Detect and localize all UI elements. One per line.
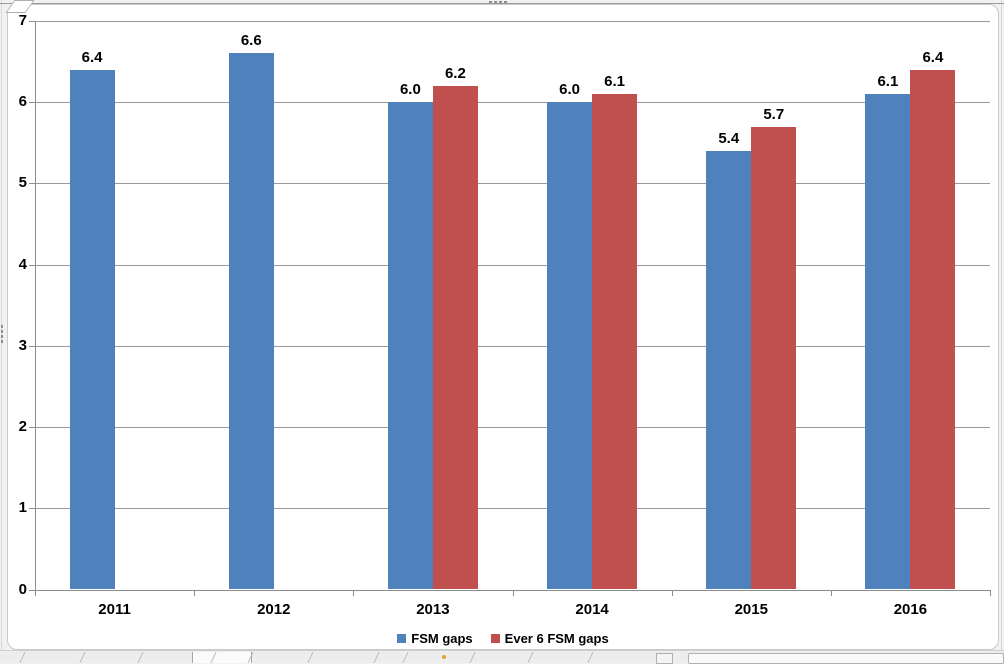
gridline-6	[35, 102, 990, 104]
x-axis-tick	[353, 589, 355, 596]
x-axis-tick	[194, 589, 196, 596]
sheet-tab-active[interactable]	[192, 652, 252, 663]
data-label-ever-6-fsm-gaps-2013: 6.2	[444, 64, 466, 82]
bar-fsm-gaps-2014[interactable]	[547, 102, 593, 590]
gridline-5	[35, 183, 990, 185]
y-axis-tick-label: 1	[18, 499, 27, 517]
data-label-fsm-gaps-2014: 6.0	[559, 81, 580, 99]
gridline-2	[35, 427, 990, 429]
chart-resize-handle-top-icon[interactable]	[489, 0, 507, 3]
x-axis-category-label-2011: 2011	[98, 600, 131, 618]
y-axis-tick	[29, 345, 35, 347]
sheet-tab-separator	[19, 652, 26, 663]
x-axis-tick	[671, 589, 673, 596]
y-axis-tick	[29, 102, 35, 104]
bar-ever-6-fsm-gaps-2014[interactable]	[592, 94, 638, 590]
y-axis-tick-label: 7	[18, 12, 27, 29]
tab-scroll-split-handle[interactable]	[656, 653, 673, 664]
y-axis-tick-label: 5	[18, 174, 27, 192]
sheet-tab-separator	[587, 652, 594, 663]
chart-legend[interactable]: FSM gaps Ever 6 FSM gaps	[8, 631, 998, 646]
sheet-tab-separator	[79, 652, 86, 663]
gridline-1	[35, 508, 990, 510]
bar-ever-6-fsm-gaps-2013[interactable]	[432, 85, 478, 590]
y-axis-tick-label: 6	[18, 93, 27, 111]
bar-fsm-gaps-2011[interactable]	[69, 69, 115, 590]
sheet-tab-separator	[527, 652, 534, 663]
legend-item-ever-6-fsm-gaps[interactable]: Ever 6 FSM gaps	[490, 631, 609, 646]
gridline-4	[35, 264, 990, 266]
sheet-tab-separator	[137, 652, 144, 663]
x-axis-line	[35, 589, 990, 591]
legend-label-fsm-gaps: FSM gaps	[411, 631, 473, 646]
y-axis-tick	[29, 589, 35, 591]
data-label-fsm-gaps-2015: 5.4	[718, 129, 740, 147]
sheet-tab-marker-icon	[442, 655, 446, 659]
gridline-7	[35, 21, 990, 22]
y-axis-tick-label: 3	[18, 336, 27, 354]
x-axis-category-label-2016: 2016	[893, 600, 928, 618]
data-label-ever-6-fsm-gaps-2015: 5.7	[763, 105, 785, 123]
plot-area: 0 1 2 3 4 5 6 7 6.4 2011 6.6 2012 6.0 6.2 2013 6.0 6.1 20…	[8, 5, 998, 649]
x-axis-category-label-2012: 2012	[257, 600, 291, 618]
x-axis-tick	[990, 589, 991, 596]
y-axis-tick-label: 0	[18, 580, 27, 598]
x-axis-tick	[830, 589, 832, 596]
legend-swatch-fsm-gaps-icon	[397, 634, 407, 643]
x-axis-category-label-2015: 2015	[734, 600, 768, 618]
bar-ever-6-fsm-gaps-2016[interactable]	[910, 69, 956, 590]
legend-label-ever-6-fsm-gaps: Ever 6 FSM gaps	[504, 631, 609, 646]
sheet-tab-separator	[307, 652, 314, 663]
sheet-tab-separator	[402, 652, 409, 663]
chart-object[interactable]: 0 1 2 3 4 5 6 7 6.4 2011 6.6 2012 6.0 6.2 2013 6.0 6.1 20…	[7, 4, 999, 650]
chart-selection-border	[0, 3, 1004, 4]
x-axis-category-label-2013: 2013	[416, 600, 450, 618]
x-axis-category-label-2014: 2014	[575, 600, 609, 618]
sheet-tab-separator	[469, 652, 476, 663]
data-label-fsm-gaps-2013: 6.0	[399, 81, 421, 99]
data-label-fsm-gaps-2012: 6.6	[240, 32, 262, 50]
gridline-3	[35, 345, 990, 347]
y-axis-tick	[29, 264, 35, 266]
data-label-ever-6-fsm-gaps-2016: 6.4	[922, 48, 944, 66]
worksheet-right-edge	[1001, 0, 1002, 650]
bar-fsm-gaps-2013[interactable]	[387, 102, 433, 590]
legend-item-fsm-gaps[interactable]: FSM gaps	[397, 631, 473, 646]
bar-fsm-gaps-2016[interactable]	[865, 94, 911, 590]
data-label-fsm-gaps-2011: 6.4	[81, 48, 103, 66]
data-label-ever-6-fsm-gaps-2014: 6.1	[604, 73, 625, 91]
sheet-tabs-strip[interactable]	[0, 650, 1004, 664]
bar-ever-6-fsm-gaps-2015[interactable]	[751, 126, 797, 590]
sheet-tab-separator	[373, 652, 380, 663]
bar-fsm-gaps-2012[interactable]	[228, 53, 274, 590]
y-axis-tick-label: 2	[18, 418, 27, 436]
y-axis-tick	[29, 21, 35, 22]
x-axis-tick	[512, 589, 514, 596]
data-label-fsm-gaps-2016: 6.1	[877, 73, 899, 91]
chart-resize-handle-left-icon[interactable]	[1, 325, 4, 343]
y-axis-tick	[29, 183, 35, 185]
y-axis-tick-label: 4	[18, 255, 27, 273]
y-axis-tick	[29, 427, 35, 429]
horizontal-scrollbar[interactable]	[688, 653, 1004, 664]
y-axis-tick	[29, 508, 35, 510]
legend-swatch-ever-6-fsm-gaps-icon	[490, 634, 500, 643]
y-axis-line	[35, 21, 36, 596]
bar-fsm-gaps-2015[interactable]	[706, 150, 752, 590]
